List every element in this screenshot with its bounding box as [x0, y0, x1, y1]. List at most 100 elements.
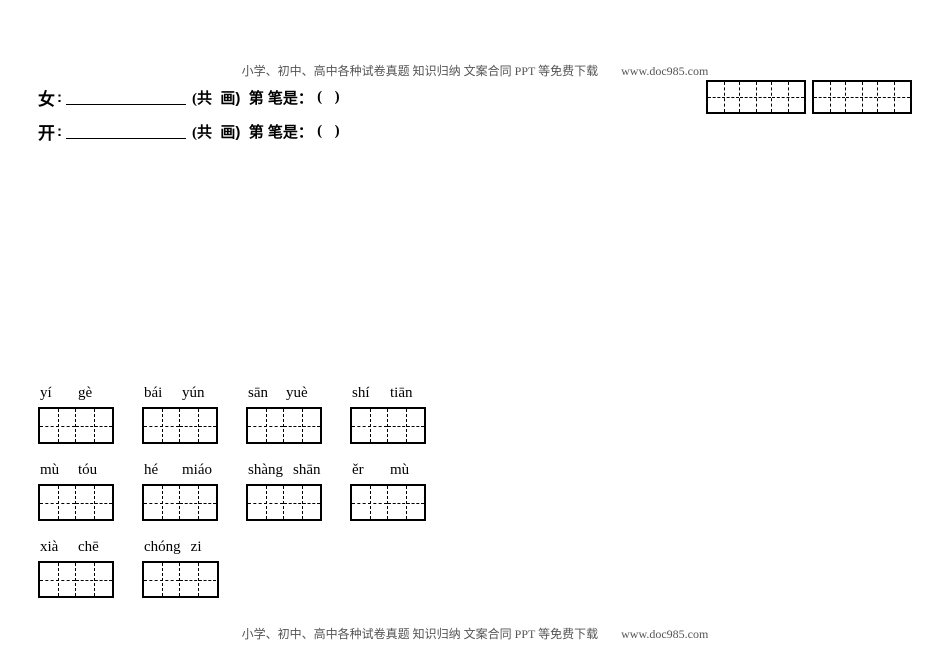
di-label: 第 [249, 87, 264, 108]
tianzi-cell [352, 486, 388, 519]
tian-cell [772, 82, 804, 112]
bishi-label: 笔是： [268, 87, 313, 108]
pinyin-syllable: chē [78, 539, 106, 557]
tianzi-cell [40, 486, 76, 519]
pinyin-syllable: yí [40, 385, 68, 403]
paren-open2: ( [317, 89, 322, 106]
pinyin-syllable: mù [390, 462, 418, 480]
pinyin-syllable: sān [248, 385, 276, 403]
word-block: shàng shān [246, 462, 322, 521]
tianzi-cell [144, 486, 180, 519]
page-header: 小学、初中、高中各种试卷真题 知识归纳 文案合同 PPT 等免费下载 www.d… [0, 62, 950, 79]
bishi-label: 笔是： [268, 121, 313, 142]
tianzi-box [350, 407, 426, 444]
pinyin-syllable: miáo [182, 462, 212, 480]
tianzi-cell [180, 563, 216, 596]
word-block: sānyuè [246, 385, 322, 444]
question-char: 女 [38, 85, 55, 110]
tianzi-cell [284, 409, 320, 442]
di-label: 第 [249, 121, 264, 142]
paren-open: (共 [192, 87, 212, 108]
word-block: chóngzi [142, 539, 219, 598]
hua-label: 画) [220, 87, 240, 108]
top-right-box-group [706, 80, 912, 114]
paren-open: (共 [192, 121, 212, 142]
tianzi-cell [40, 563, 76, 596]
word-block: yígè [38, 385, 114, 444]
word-block: xiàchē [38, 539, 114, 598]
tianzi-cell [352, 409, 388, 442]
word-block: báiyún [142, 385, 218, 444]
pinyin-syllable: zi [191, 539, 219, 557]
pinyin-label: báiyún [142, 385, 218, 403]
tian-group-2 [812, 80, 912, 114]
pinyin-syllable: ěr [352, 462, 380, 480]
paren-open2: ( [317, 123, 322, 140]
question-char: 开 [38, 119, 55, 144]
pinyin-syllable: xià [40, 539, 68, 557]
tianzi-cell [76, 563, 112, 596]
word-block: mùtóu [38, 462, 114, 521]
pinyin-label: hémiáo [142, 462, 218, 480]
stroke-question-2: 开: (共 画) 第 笔是： ( ) [38, 114, 912, 148]
header-link: www.doc985.com [621, 64, 708, 78]
pinyin-syllable: yuè [286, 385, 314, 403]
header-text: 小学、初中、高中各种试卷真题 知识归纳 文案合同 PPT 等免费下载 [242, 64, 598, 78]
tian-cell [846, 82, 878, 112]
blank-line [66, 125, 186, 139]
tianzi-cell [40, 409, 76, 442]
pinyin-label: chóngzi [142, 539, 219, 557]
pinyin-syllable: shān [293, 462, 321, 480]
word-block: hémiáo [142, 462, 218, 521]
pinyin-syllable: yún [182, 385, 210, 403]
tian-cell [814, 82, 846, 112]
word-rows: yígèbáiyúnsānyuèshítiānmùtóuhémiáoshàngs… [38, 385, 426, 598]
tianzi-box [350, 484, 426, 521]
tianzi-box [38, 407, 114, 444]
tianzi-cell [284, 486, 320, 519]
pinyin-label: shàng shān [246, 462, 322, 480]
pinyin-label: mùtóu [38, 462, 114, 480]
footer-link: www.doc985.com [621, 627, 708, 641]
pinyin-syllable: shàng [248, 462, 283, 480]
tianzi-cell [76, 409, 112, 442]
tianzi-cell [76, 486, 112, 519]
tianzi-box [38, 484, 114, 521]
tianzi-box [246, 484, 322, 521]
tian-cell [708, 82, 740, 112]
hua-label: 画) [220, 121, 240, 142]
word-row: mùtóuhémiáoshàngshāněrmù [38, 462, 426, 521]
pinyin-label: ěrmù [350, 462, 426, 480]
tianzi-cell [388, 486, 424, 519]
pinyin-syllable: chóng [144, 539, 181, 557]
pinyin-grid-section: yígèbáiyúnsānyuèshítiānmùtóuhémiáoshàngs… [38, 385, 426, 598]
tianzi-cell [144, 409, 180, 442]
footer-text: 小学、初中、高中各种试卷真题 知识归纳 文案合同 PPT 等免费下载 [242, 627, 598, 641]
pinyin-label: sānyuè [246, 385, 322, 403]
pinyin-syllable: mù [40, 462, 68, 480]
tianzi-box [38, 561, 114, 598]
word-block: shítiān [350, 385, 426, 444]
word-row: yígè báiyún sānyuè shítiān [38, 385, 426, 444]
pinyin-syllable: bái [144, 385, 172, 403]
tianzi-box [142, 407, 218, 444]
tianzi-cell [248, 409, 284, 442]
tianzi-box [142, 561, 219, 598]
tianzi-cell [180, 409, 216, 442]
page-content: 女: (共 画) 第 笔是： ( ) 开: (共 画) 第 笔是： ( ) [38, 80, 912, 148]
page-footer: 小学、初中、高中各种试卷真题 知识归纳 文案合同 PPT 等免费下载 www.d… [0, 625, 950, 642]
pinyin-label: xiàchē [38, 539, 114, 557]
paren-close: ) [335, 123, 340, 140]
pinyin-syllable: gè [78, 385, 106, 403]
pinyin-syllable: tiān [390, 385, 418, 403]
blank-line [66, 91, 186, 105]
pinyin-label: yígè [38, 385, 114, 403]
pinyin-syllable: hé [144, 462, 172, 480]
tianzi-box [142, 484, 218, 521]
tian-cell [878, 82, 910, 112]
tianzi-box [246, 407, 322, 444]
pinyin-label: shítiān [350, 385, 426, 403]
word-row: xiàchē chóngzi [38, 539, 426, 598]
tianzi-cell [388, 409, 424, 442]
tianzi-cell [180, 486, 216, 519]
